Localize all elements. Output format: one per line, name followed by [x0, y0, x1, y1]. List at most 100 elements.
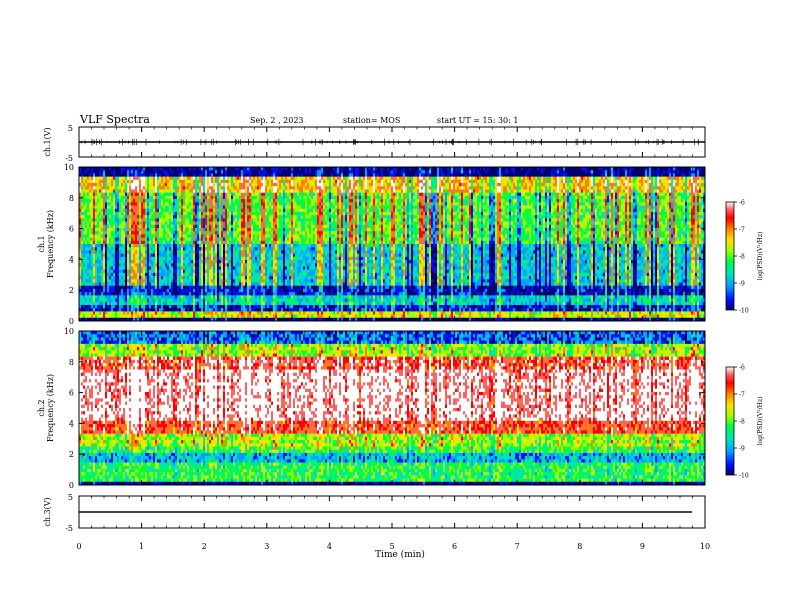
spectrogram-cell — [111, 247, 113, 251]
spectrogram-cell — [85, 199, 87, 203]
spectrogram-cell — [107, 234, 109, 238]
spectrogram-cell — [107, 193, 109, 197]
spectrogram-cell — [121, 263, 123, 267]
spectrogram-cell — [109, 189, 111, 193]
spectrogram-cell — [117, 186, 119, 190]
spectrogram-cell — [107, 260, 109, 264]
spectrogram-cell — [127, 260, 129, 264]
spectrogram-cell — [91, 238, 93, 242]
spectrogram-cell — [85, 218, 87, 222]
spectrogram-cell — [89, 279, 91, 283]
spectrogram-cell — [95, 183, 97, 187]
spectrogram-cell — [95, 173, 97, 177]
spectrogram-cell — [119, 250, 121, 254]
spectrogram-cell — [119, 215, 121, 219]
spectrogram-cell — [117, 283, 119, 287]
spectrogram-cell — [123, 189, 125, 193]
spectrogram-cell — [99, 222, 101, 226]
spectrogram-cell — [93, 173, 95, 177]
spectrogram-cell — [89, 254, 91, 258]
spectrogram-cell — [123, 315, 125, 319]
spectrogram-cell — [101, 193, 103, 197]
spectrogram-cell — [91, 244, 93, 248]
spectrogram-cell — [119, 193, 121, 197]
spectrogram-cell — [119, 315, 121, 319]
spectrogram-cell — [115, 222, 117, 226]
spectrogram-cell — [103, 244, 105, 248]
spectrogram-cell — [89, 173, 91, 177]
spectrogram-cell — [95, 283, 97, 287]
spectrogram-cell — [99, 231, 101, 235]
spectrogram-cell — [125, 311, 127, 315]
spectrogram-cell — [113, 299, 115, 303]
spectrogram-cell — [123, 266, 125, 270]
spectrogram-cell — [103, 202, 105, 206]
spectrogram-cell — [105, 238, 107, 242]
spectrogram-cell — [107, 222, 109, 226]
spectrogram-cell — [107, 305, 109, 309]
spectrogram-cell — [115, 308, 117, 312]
spectrogram-cell — [109, 228, 111, 232]
spectrogram-cell — [99, 196, 101, 200]
spectrogram-cell — [107, 206, 109, 210]
spectrogram-cell — [125, 247, 127, 251]
spectrogram-cell — [115, 193, 117, 197]
spectrogram-cell — [95, 189, 97, 193]
spectrogram-cell — [89, 292, 91, 296]
spectrogram-cell — [109, 238, 111, 242]
spectrogram-cell — [93, 180, 95, 184]
spectrogram-cell — [97, 189, 99, 193]
spectrogram-cell — [89, 199, 91, 203]
spectrogram-cell — [105, 283, 107, 287]
spectrogram-cell — [107, 299, 109, 303]
spectrogram-cell — [117, 250, 119, 254]
spectrogram-cell — [127, 202, 129, 206]
spectrogram-cell — [83, 173, 85, 177]
spectrogram-cell — [129, 247, 131, 251]
spectrogram-cell — [127, 209, 129, 213]
spectrogram-cell — [117, 218, 119, 222]
spectrogram-cell — [129, 209, 131, 213]
spectrogram-cell — [99, 215, 101, 219]
spectrogram-cell — [87, 177, 89, 181]
spectrogram-cell — [121, 311, 123, 315]
spectrogram-cell — [121, 234, 123, 238]
vlf-spectra-figure: VLF Spectra Sep. 2 , 2023 station= MOS s… — [0, 0, 792, 612]
spectrogram-cell — [83, 218, 85, 222]
spectrogram-cell — [125, 254, 127, 258]
spectrogram-cell — [113, 289, 115, 293]
spectrogram-cell — [85, 234, 87, 238]
spectrogram-cell — [97, 308, 99, 312]
spectrogram-cell — [107, 173, 109, 177]
spectrogram-cell — [111, 212, 113, 216]
spectrogram-cell — [89, 215, 91, 219]
spectrogram-cell — [89, 234, 91, 238]
spectrogram-cell — [93, 177, 95, 181]
spectrogram-cell — [121, 238, 123, 242]
spectrogram-cell — [105, 196, 107, 200]
spectrogram-cell — [83, 247, 85, 251]
spectrogram-cell — [117, 209, 119, 213]
spectrogram-cell — [93, 212, 95, 216]
spectrogram-cell — [89, 286, 91, 290]
spectrogram-cell — [111, 263, 113, 267]
spectrogram-cell — [113, 266, 115, 270]
spectrogram-cell — [89, 231, 91, 235]
spectrogram-cell — [101, 257, 103, 261]
spectrogram-cell — [111, 196, 113, 200]
spectrogram-cell — [99, 209, 101, 213]
spectrogram-cell — [111, 292, 113, 296]
spectrogram-cell — [107, 279, 109, 283]
spectrogram-cell — [129, 276, 131, 280]
spectrogram-cell — [95, 292, 97, 296]
spectrogram-cell — [109, 311, 111, 315]
spectrogram-cell — [83, 189, 85, 193]
spectrogram-cell — [105, 247, 107, 251]
spectrogram-cell — [101, 228, 103, 232]
spectrogram-cell — [99, 228, 101, 232]
spectrogram-cell — [99, 260, 101, 264]
spectrogram-cell — [129, 173, 131, 177]
spectrogram-cell — [105, 244, 107, 248]
spectrogram-cell — [103, 308, 105, 312]
spectrogram-cell — [109, 186, 111, 190]
